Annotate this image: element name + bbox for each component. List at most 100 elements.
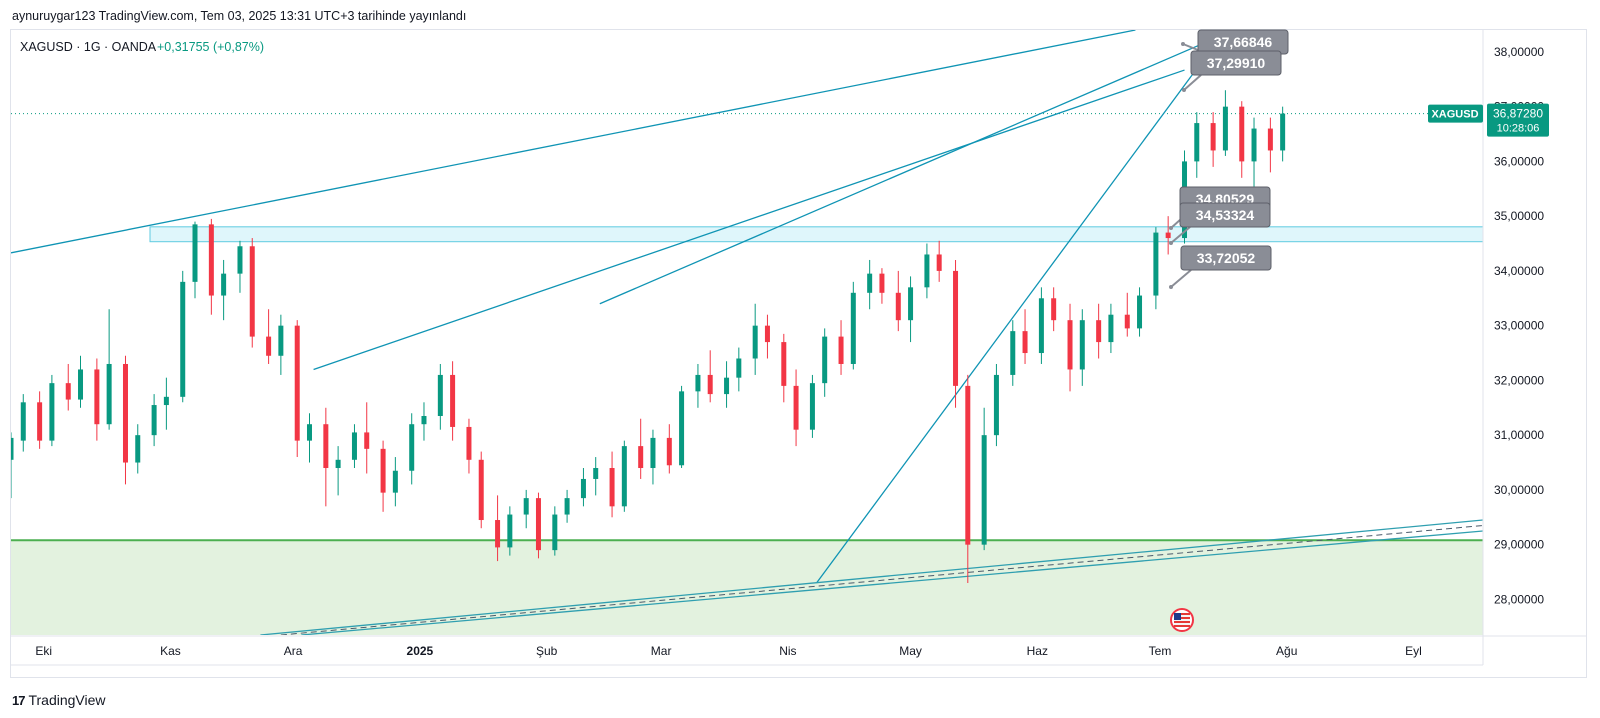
candle[interactable] xyxy=(450,361,456,441)
candle[interactable] xyxy=(981,407,987,551)
price-callout[interactable]: 37,66846 xyxy=(1181,29,1289,55)
candle[interactable] xyxy=(908,276,914,343)
candle[interactable] xyxy=(249,238,255,348)
candle[interactable] xyxy=(1165,216,1171,255)
candle[interactable] xyxy=(679,385,685,469)
candle[interactable] xyxy=(266,309,272,364)
candle[interactable] xyxy=(895,270,901,332)
candle[interactable] xyxy=(1038,287,1044,364)
candle[interactable] xyxy=(736,347,742,392)
candle[interactable] xyxy=(609,451,615,518)
trendline[interactable] xyxy=(301,530,1483,635)
candle[interactable] xyxy=(724,361,730,408)
trendline[interactable] xyxy=(11,30,1136,254)
candle[interactable] xyxy=(1194,112,1200,178)
candle[interactable] xyxy=(78,355,84,408)
candle[interactable] xyxy=(323,407,329,507)
candle[interactable] xyxy=(838,320,844,375)
candle[interactable] xyxy=(421,402,427,441)
candle[interactable] xyxy=(9,432,14,499)
us-flag-icon[interactable] xyxy=(1170,608,1194,632)
candle[interactable] xyxy=(936,240,942,282)
candle[interactable] xyxy=(1079,309,1085,386)
candle[interactable] xyxy=(409,413,415,485)
candle[interactable] xyxy=(621,440,627,512)
candle[interactable] xyxy=(822,328,828,397)
candle[interactable] xyxy=(809,374,815,438)
candle[interactable] xyxy=(781,333,787,403)
candle[interactable] xyxy=(208,218,214,315)
candle[interactable] xyxy=(478,451,484,529)
candle[interactable] xyxy=(507,506,513,556)
candle[interactable] xyxy=(380,440,386,512)
candle[interactable] xyxy=(20,394,26,452)
candle[interactable] xyxy=(850,281,856,370)
candle[interactable] xyxy=(1022,309,1028,364)
candle[interactable] xyxy=(294,320,300,458)
candle[interactable] xyxy=(666,424,672,474)
price-callout[interactable]: 34,53324 xyxy=(1169,202,1271,245)
trendline[interactable] xyxy=(313,69,1185,371)
candle[interactable] xyxy=(437,363,443,430)
candle[interactable] xyxy=(1096,303,1102,359)
trendline[interactable] xyxy=(599,40,1210,305)
candle[interactable] xyxy=(564,489,570,523)
candle[interactable] xyxy=(523,489,529,529)
tradingview-brand[interactable]: 17 TradingView xyxy=(12,692,106,708)
candle[interactable] xyxy=(1124,292,1130,337)
candle[interactable] xyxy=(1010,320,1016,386)
candle[interactable] xyxy=(221,259,227,321)
candle[interactable] xyxy=(1222,90,1228,156)
candle[interactable] xyxy=(764,314,770,359)
candle[interactable] xyxy=(306,413,312,463)
candle[interactable] xyxy=(151,394,157,447)
resistance-zone[interactable] xyxy=(149,226,1483,243)
candle[interactable] xyxy=(392,457,398,507)
candle[interactable] xyxy=(1137,287,1143,337)
candle[interactable] xyxy=(1108,303,1114,354)
price-callout[interactable]: 37,29910 xyxy=(1182,50,1282,92)
candle[interactable] xyxy=(650,429,656,485)
candle[interactable] xyxy=(965,374,971,583)
candle[interactable] xyxy=(879,268,885,304)
candle[interactable] xyxy=(1210,112,1216,167)
candle[interactable] xyxy=(106,309,112,430)
price-callout[interactable]: 33,72052 xyxy=(1169,245,1272,289)
candle[interactable] xyxy=(94,358,100,441)
candle[interactable] xyxy=(65,363,71,411)
candle[interactable] xyxy=(192,221,198,299)
trendline[interactable] xyxy=(260,519,1483,635)
candle[interactable] xyxy=(1153,227,1159,310)
candle[interactable] xyxy=(752,303,758,375)
candle[interactable] xyxy=(993,363,999,447)
candle[interactable] xyxy=(793,369,799,447)
candle[interactable] xyxy=(707,350,713,403)
candle[interactable] xyxy=(180,270,186,403)
candle[interactable] xyxy=(466,418,472,474)
candle[interactable] xyxy=(237,240,243,293)
candle[interactable] xyxy=(495,495,501,562)
candle[interactable] xyxy=(1251,117,1257,189)
candle[interactable] xyxy=(924,243,930,299)
candle[interactable] xyxy=(163,377,169,430)
candle[interactable] xyxy=(335,446,341,496)
candle[interactable] xyxy=(135,424,141,474)
trendline[interactable] xyxy=(815,35,1222,584)
candle[interactable] xyxy=(1239,101,1245,178)
candle[interactable] xyxy=(867,259,873,310)
candle[interactable] xyxy=(638,418,644,479)
candle[interactable] xyxy=(1067,303,1073,392)
trendline[interactable] xyxy=(280,524,1483,635)
candle[interactable] xyxy=(580,468,586,507)
candle[interactable] xyxy=(351,424,357,469)
candle[interactable] xyxy=(593,457,599,496)
candle[interactable] xyxy=(953,259,959,408)
candle[interactable] xyxy=(1280,106,1286,162)
candle[interactable] xyxy=(122,355,128,485)
candle[interactable] xyxy=(535,492,541,559)
candle[interactable] xyxy=(695,363,701,408)
candle[interactable] xyxy=(364,402,370,474)
candle[interactable] xyxy=(278,314,284,375)
candle[interactable] xyxy=(37,391,43,449)
